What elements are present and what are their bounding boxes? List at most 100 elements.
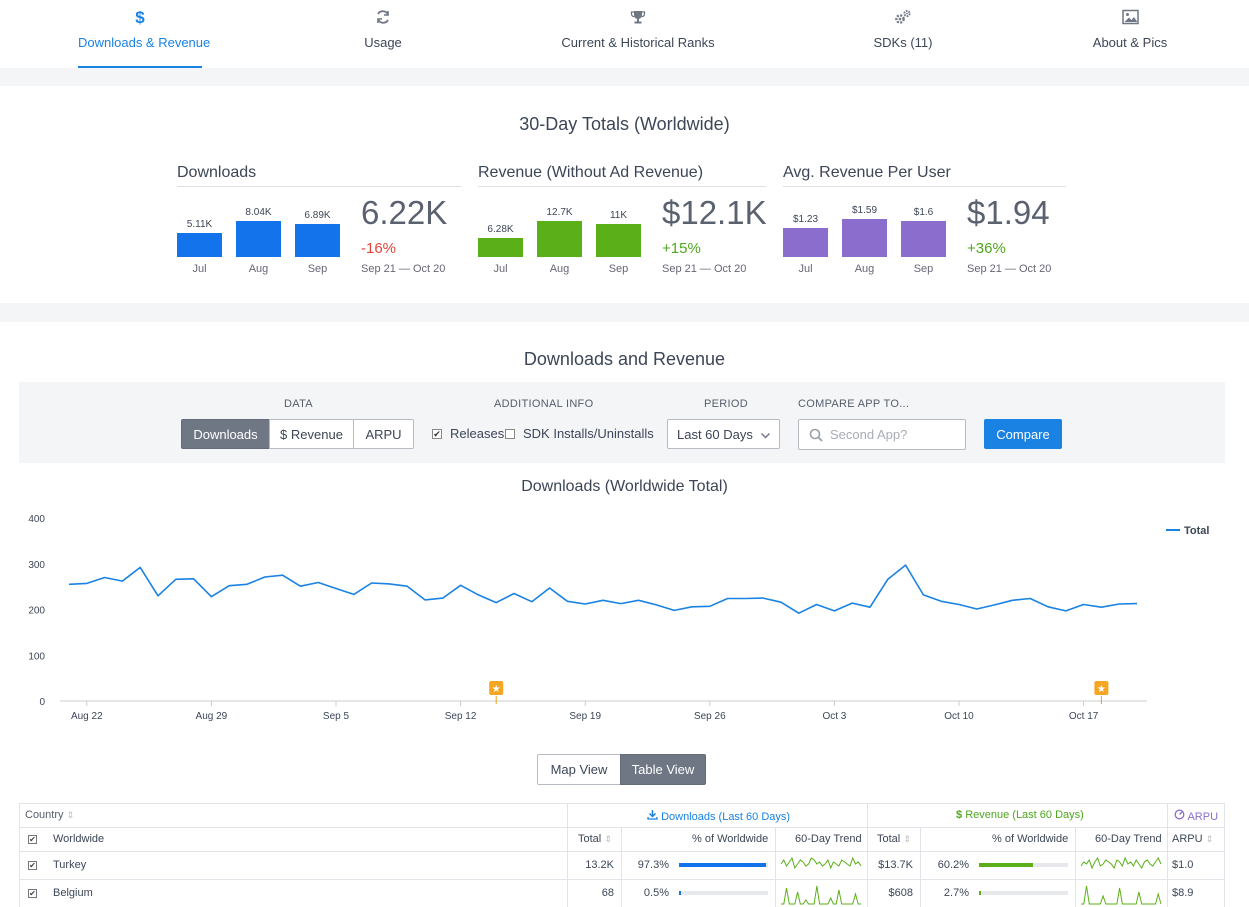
tab-label: Downloads & Revenue xyxy=(78,35,211,50)
sdk-installs-checkbox[interactable] xyxy=(505,429,515,439)
month-label: Sep xyxy=(913,263,934,275)
dl-pct-header: % of Worldwide xyxy=(692,833,769,845)
y-tick-label: 0 xyxy=(39,697,45,708)
sparkline-path xyxy=(780,856,862,870)
column-divider xyxy=(567,804,568,907)
dollar-icon: $ xyxy=(78,9,202,27)
table-view-button[interactable]: Table View xyxy=(620,754,706,785)
change-percent: +36% xyxy=(967,240,1006,257)
month-label: Jul xyxy=(493,263,508,275)
column-divider xyxy=(1075,827,1076,907)
row-checkbox[interactable]: ✔ xyxy=(28,889,37,898)
period-select[interactable]: Last 60 Days xyxy=(667,419,780,449)
dl-total: 68 xyxy=(601,887,614,899)
dl-trend-sparkline xyxy=(781,885,861,905)
rev-trend-sparkline xyxy=(1081,885,1162,905)
y-tick-label: 400 xyxy=(28,514,45,525)
bar-value-label: 6.89K xyxy=(304,210,331,221)
sparkline-path xyxy=(1080,856,1162,870)
tab-usage[interactable]: Usage xyxy=(343,0,423,68)
column-divider xyxy=(920,827,921,907)
section-divider xyxy=(0,303,1249,322)
column-divider xyxy=(621,827,622,907)
x-tick-label: Aug 22 xyxy=(71,711,103,722)
row-checkbox[interactable]: ✔ xyxy=(28,861,37,870)
dl-total: 13.2K xyxy=(585,859,614,871)
row-divider xyxy=(20,879,1224,880)
sort-icon: ⇕ xyxy=(66,810,75,820)
downloads-line-chart: 0 100 200 300 400 Aug 22 Aug 29 Sep 5 Sep 12 Sep … xyxy=(28,514,1209,722)
chevron-down-icon xyxy=(760,428,771,446)
image-icon xyxy=(1085,9,1175,27)
additional-info-label: ADDITIONAL INFO xyxy=(494,398,594,410)
downloads-group-label: Downloads (Last 60 Days) xyxy=(661,811,791,823)
country-header-label: Country xyxy=(25,809,64,821)
tab-about-pics[interactable]: About & Pics xyxy=(1085,0,1175,68)
tab-sdks[interactable]: SDKs (11) xyxy=(863,0,943,68)
arpu-header-label: ARPU xyxy=(1172,833,1203,845)
x-tick-label: Sep 26 xyxy=(694,711,726,722)
arpu-card: Avg. Revenue Per User $1.23 $1.59 $1.6 J… xyxy=(783,160,1066,290)
card-title: Downloads xyxy=(177,164,257,181)
search-icon xyxy=(809,428,823,447)
bar-value-label: $1.59 xyxy=(851,205,878,216)
rev-pct: 2.7% xyxy=(943,887,969,899)
section-title: Downloads and Revenue xyxy=(523,349,726,369)
dl-total-header[interactable]: Total ⇕ xyxy=(578,833,612,845)
active-tab-underline xyxy=(78,66,202,68)
date-range: Sep 21 — Oct 20 xyxy=(967,263,1052,275)
releases-label: Releases xyxy=(450,426,505,441)
rev-total-header[interactable]: Total ⇕ xyxy=(877,833,911,845)
rev-share-bar xyxy=(979,891,1068,895)
x-tick-label: Oct 17 xyxy=(1069,711,1099,722)
rev-total: $13.7K xyxy=(878,859,913,871)
x-tick-label: Oct 10 xyxy=(944,711,974,722)
date-range: Sep 21 — Oct 20 xyxy=(361,263,446,275)
chart-title: Downloads (Worldwide Total) xyxy=(521,478,728,495)
downloads-group-header: Downloads (Last 60 Days) xyxy=(647,809,790,823)
y-tick-label: 100 xyxy=(28,651,45,662)
total-value: 6.22K xyxy=(361,194,448,231)
map-view-button[interactable]: Map View xyxy=(537,754,621,785)
country-header[interactable]: Country ⇕ xyxy=(25,809,74,821)
section-divider xyxy=(0,68,1249,86)
gears-icon xyxy=(863,9,943,27)
month-bar xyxy=(295,224,340,257)
data-downloads-button[interactable]: Downloads xyxy=(181,419,270,449)
compare-button[interactable]: Compare xyxy=(984,419,1062,449)
card-rule xyxy=(177,186,461,187)
compare-app-input[interactable]: Second App? xyxy=(798,419,966,450)
worldwide-checkbox[interactable]: ✔ xyxy=(28,835,37,844)
data-arpu-button[interactable]: ARPU xyxy=(353,419,414,449)
dl-share-bar xyxy=(679,891,768,895)
dl-pct: 0.5% xyxy=(643,887,669,899)
rev-share-fill xyxy=(979,863,1033,867)
tab-downloads-revenue[interactable]: $ Downloads & Revenue xyxy=(78,0,211,68)
releases-checkbox[interactable]: ✔ xyxy=(432,429,442,439)
compare-app-placeholder: Second App? xyxy=(830,427,908,442)
dl-pct: 97.3% xyxy=(637,859,669,871)
rev-pct: 60.2% xyxy=(937,859,969,871)
month-label: Aug xyxy=(549,263,570,275)
tab-label: Usage xyxy=(364,35,402,50)
chart-controls: DATA Downloads $ Revenue ARPU ADDITIONAL… xyxy=(19,382,1225,463)
change-percent: +15% xyxy=(662,240,701,257)
month-bar xyxy=(596,224,641,257)
month-bar xyxy=(177,233,222,257)
arpu-header[interactable]: ARPU ⇕ xyxy=(1172,833,1213,845)
x-tick-label: Oct 3 xyxy=(822,711,846,722)
totals-title: 30-Day Totals (Worldwide) xyxy=(519,114,730,134)
month-bar xyxy=(842,219,887,257)
card-rule xyxy=(478,186,766,187)
revenue-group-header: $ Revenue (Last 60 Days) xyxy=(956,809,1084,821)
x-tick-label: Sep 19 xyxy=(569,711,601,722)
legend-label-total: Total xyxy=(1184,525,1209,537)
data-revenue-button[interactable]: $ Revenue xyxy=(269,419,354,449)
tab-ranks[interactable]: Current & Historical Ranks xyxy=(558,0,718,68)
bar-value-label: 12.7K xyxy=(546,207,573,218)
arpu-value: $1.0 xyxy=(1172,859,1194,871)
y-tick-label: 200 xyxy=(28,606,45,617)
dl-share-fill xyxy=(679,891,681,895)
tab-label: Current & Historical Ranks xyxy=(561,35,715,50)
